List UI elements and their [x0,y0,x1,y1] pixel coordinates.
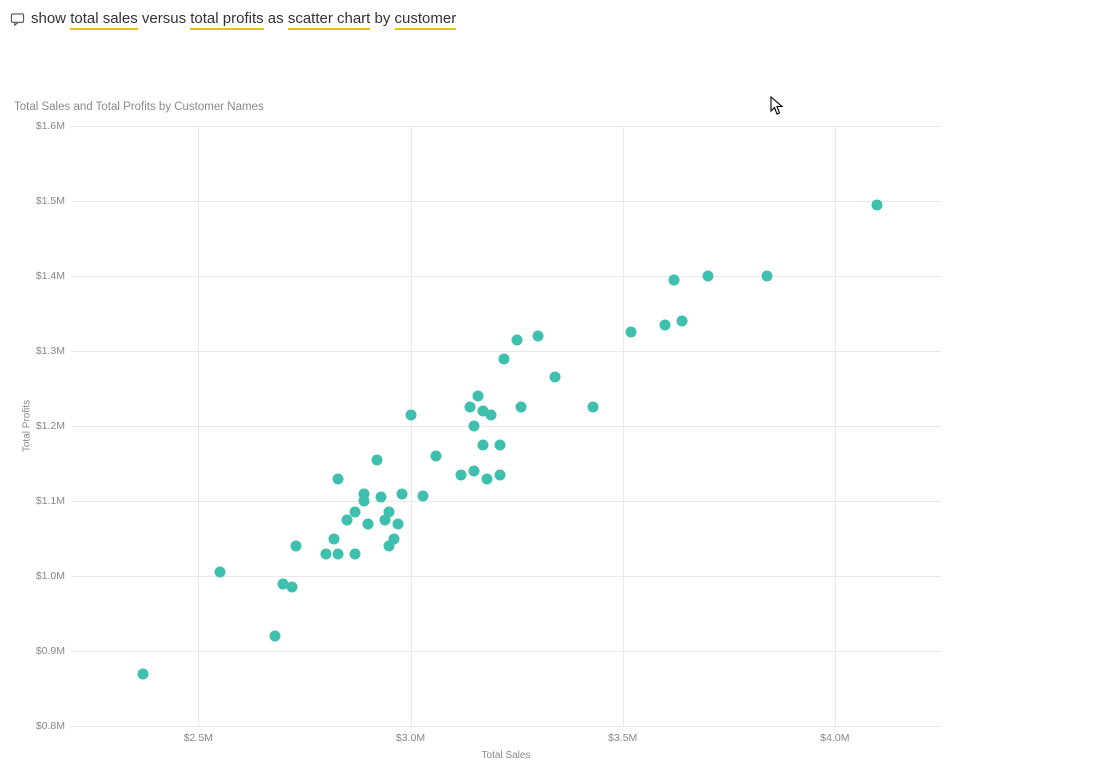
gridline-horizontal [71,351,941,352]
scatter-point[interactable] [515,402,526,413]
scatter-point[interactable] [473,391,484,402]
gridline-horizontal [71,276,941,277]
scatter-point[interactable] [456,469,467,480]
scatter-point[interactable] [363,518,374,529]
scatter-point[interactable] [269,631,280,642]
plot-area[interactable]: Total Profits Total Sales $0.8M$0.9M$1.0… [70,126,941,726]
gridline-horizontal [71,201,941,202]
scatter-point[interactable] [384,507,395,518]
scatter-point[interactable] [375,492,386,503]
scatter-point[interactable] [286,582,297,593]
x-tick-label: $2.5M [184,732,213,744]
chat-icon [10,12,25,27]
y-tick-label: $0.8M [36,720,65,732]
y-tick-label: $0.9M [36,645,65,657]
scatter-point[interactable] [320,548,331,559]
chart-title: Total Sales and Total Profits by Custome… [14,101,264,113]
scatter-point[interactable] [333,473,344,484]
scatter-point[interactable] [358,488,369,499]
y-tick-label: $1.5M [36,195,65,207]
scatter-point[interactable] [532,331,543,342]
scatter-point[interactable] [626,327,637,338]
scatter-point[interactable] [138,668,149,679]
x-tick-label: $3.0M [396,732,425,744]
scatter-point[interactable] [469,421,480,432]
query-term[interactable]: total profits [190,10,263,30]
y-axis-title: Total Profits [22,400,33,452]
scatter-point[interactable] [371,454,382,465]
scatter-point[interactable] [668,274,679,285]
scatter-point[interactable] [350,548,361,559]
query-text-fragment: show [31,10,70,27]
y-tick-label: $1.3M [36,345,65,357]
query-text-fragment: as [264,10,288,27]
gridline-vertical [411,126,412,726]
scatter-point[interactable] [498,353,509,364]
y-tick-label: $1.0M [36,570,65,582]
y-tick-label: $1.2M [36,420,65,432]
gridline-vertical [835,126,836,726]
gridline-horizontal [71,126,941,127]
gridline-vertical [198,126,199,726]
scatter-point[interactable] [469,466,480,477]
scatter-point[interactable] [388,533,399,544]
scatter-point[interactable] [494,469,505,480]
scatter-point[interactable] [392,518,403,529]
gridline-horizontal [71,501,941,502]
scatter-point[interactable] [762,271,773,282]
qa-query-text[interactable]: show total sales versus total profits as… [31,10,456,27]
scatter-point[interactable] [677,316,688,327]
gridline-horizontal [71,576,941,577]
scatter-point[interactable] [290,541,301,552]
scatter-point[interactable] [329,533,340,544]
scatter-point[interactable] [481,473,492,484]
scatter-point[interactable] [872,199,883,210]
scatter-point[interactable] [660,319,671,330]
gridline-horizontal [71,726,941,727]
query-term[interactable]: total sales [70,10,138,30]
x-tick-label: $3.5M [608,732,637,744]
gridline-vertical [623,126,624,726]
scatter-point[interactable] [494,439,505,450]
scatter-point[interactable] [214,567,225,578]
scatter-point[interactable] [511,334,522,345]
scatter-point[interactable] [350,507,361,518]
scatter-point[interactable] [464,402,475,413]
scatter-point[interactable] [405,409,416,420]
y-tick-label: $1.4M [36,270,65,282]
query-text-fragment: by [370,10,394,27]
y-tick-label: $1.1M [36,495,65,507]
qa-query-bar[interactable]: show total sales versus total profits as… [0,0,1119,31]
gridline-horizontal [71,651,941,652]
mouse-cursor-icon [770,96,786,121]
y-tick-label: $1.6M [36,120,65,132]
scatter-point[interactable] [486,409,497,420]
x-axis-title: Total Sales [482,750,531,761]
query-term[interactable]: scatter chart [288,10,371,30]
scatter-point[interactable] [397,488,408,499]
scatter-point[interactable] [430,451,441,462]
scatter-point[interactable] [549,372,560,383]
x-tick-label: $4.0M [820,732,849,744]
scatter-point[interactable] [333,548,344,559]
gridline-horizontal [71,426,941,427]
scatter-point[interactable] [588,402,599,413]
query-text-fragment: versus [138,10,191,27]
scatter-point[interactable] [477,439,488,450]
query-term[interactable]: customer [395,10,457,30]
scatter-point[interactable] [702,271,713,282]
scatter-point[interactable] [418,490,429,501]
